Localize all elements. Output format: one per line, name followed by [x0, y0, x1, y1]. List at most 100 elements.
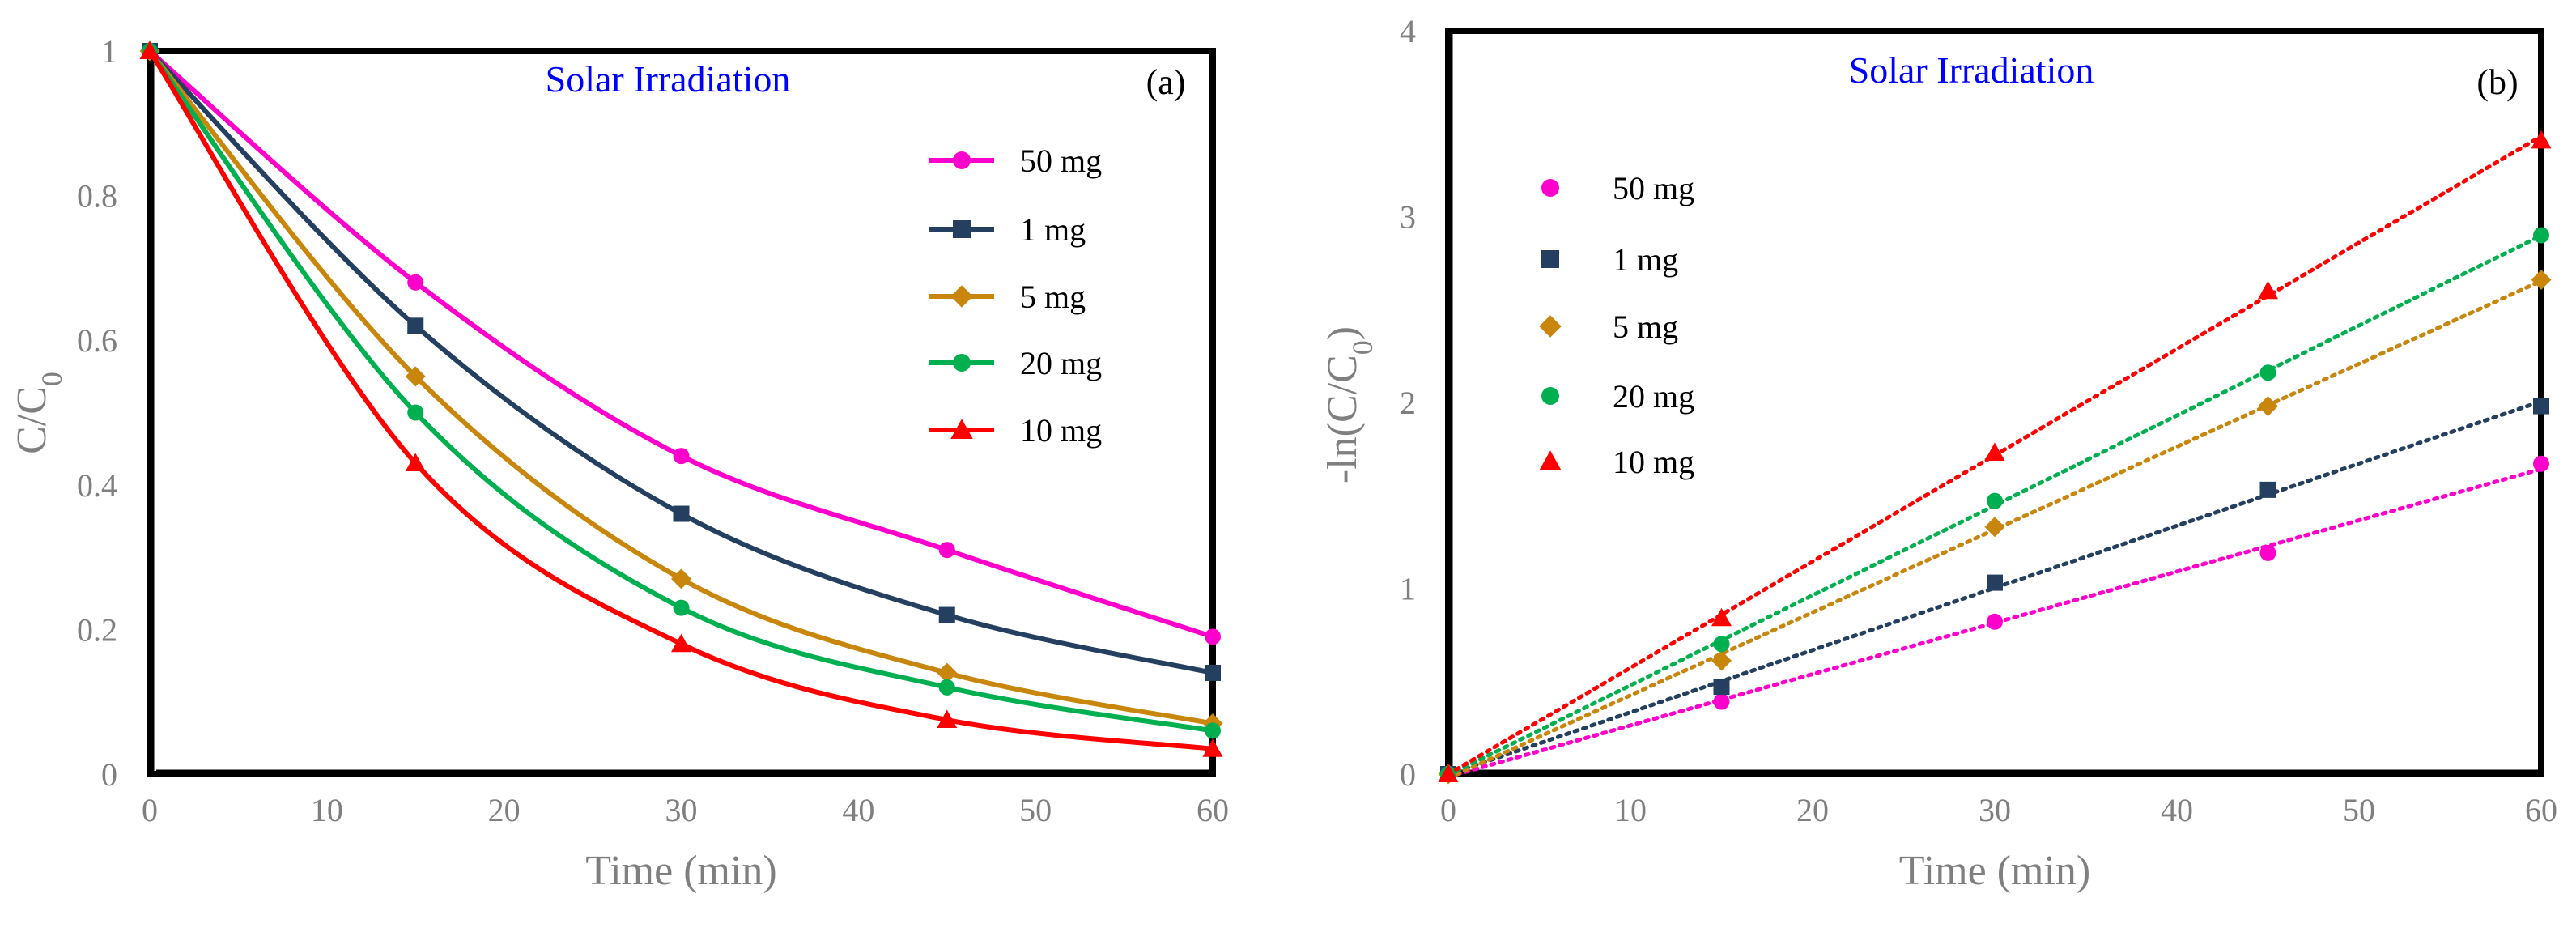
- series-line: [147, 49, 1214, 675]
- data-point: [1205, 628, 1221, 645]
- x-axis-title: Time (min): [1899, 848, 2090, 894]
- legend-item-10-mg: 10 mg: [929, 412, 1102, 449]
- legend-label: 1 mg: [1020, 211, 1086, 248]
- x-tick-label: 20: [488, 792, 521, 828]
- data-point: [938, 606, 955, 623]
- data-point: [407, 317, 424, 334]
- data-point: [2531, 130, 2552, 149]
- data-point: [2259, 364, 2276, 381]
- data-point: [405, 453, 426, 472]
- data-point: [2258, 396, 2278, 417]
- y-tick-label: 2: [1400, 385, 1416, 421]
- panel-b: 0 10 20 30 40 50 60 0 1 2 3 4 Time (min) -ln(C/C0) Sol…: [1320, 13, 2557, 894]
- data-point: [673, 505, 690, 522]
- data-point: [938, 542, 955, 559]
- legend-marker: [953, 220, 971, 238]
- legend-item-1-mg: 1 mg: [929, 211, 1086, 248]
- legend-label: 10 mg: [1020, 412, 1102, 449]
- series-10-mg: [139, 40, 1223, 757]
- data-point: [1713, 636, 1730, 653]
- series-line: [148, 49, 1214, 640]
- y-tick-label: 3: [1400, 199, 1416, 236]
- data-point: [1205, 722, 1221, 739]
- data-point: [1438, 764, 1459, 782]
- data-point: [2531, 270, 2552, 291]
- chart-annotation: Solar Irradiation: [546, 58, 791, 100]
- legend-item-50-mg: 50 mg: [929, 143, 1102, 179]
- legend-item-5-mg: 5 mg: [929, 279, 1086, 315]
- data-point: [1987, 574, 2003, 591]
- x-tick-label: 60: [1197, 792, 1229, 828]
- y-axis-title: C/C0: [9, 372, 68, 454]
- legend-item-1-mg: 1 mg: [1541, 241, 1678, 278]
- data-point: [671, 568, 691, 589]
- y-tick-label: 4: [1400, 13, 1416, 49]
- legend-label: 20 mg: [1020, 345, 1102, 381]
- legend-label: 10 mg: [1613, 444, 1694, 480]
- legend-marker: [1541, 250, 1559, 268]
- legend-marker: [1541, 387, 1559, 405]
- x-tick-label: 10: [1614, 792, 1647, 828]
- legend-marker: [1539, 450, 1562, 470]
- legend-marker: [950, 285, 973, 308]
- legend-label: 20 mg: [1613, 378, 1694, 415]
- data-point: [673, 599, 690, 616]
- data-point: [2259, 544, 2276, 561]
- x-tick-label: 40: [2161, 792, 2193, 828]
- data-point: [1711, 607, 1732, 627]
- data-point: [1713, 679, 1730, 696]
- chart-annotation: Solar Irradiation: [1849, 49, 2094, 91]
- series-5-mg: [1438, 270, 2552, 785]
- data-point: [2533, 227, 2549, 244]
- data-point: [2259, 481, 2276, 498]
- legend-label: 50 mg: [1020, 143, 1102, 179]
- legend-marker: [1541, 179, 1559, 197]
- x-axis-title: Time (min): [585, 848, 776, 894]
- legend-item-5-mg: 5 mg: [1539, 309, 1678, 345]
- series-20-mg: [1440, 227, 2549, 782]
- panel-a: 0 10 20 30 40 50 60 0 0.2 0.4 0.6 0.8 1 Time (min) C/C…: [9, 33, 1229, 894]
- series-1-mg: [142, 43, 1221, 681]
- data-point: [671, 633, 691, 653]
- series-10-mg: [1438, 130, 2552, 782]
- data-point: [673, 448, 690, 465]
- data-point: [1987, 613, 2003, 630]
- legend-label: 5 mg: [1613, 309, 1678, 345]
- y-axis-title: -ln(C/C0): [1320, 326, 1379, 483]
- panel-label: (a): [1146, 62, 1186, 102]
- data-point: [1202, 738, 1223, 757]
- legend-marker: [953, 354, 971, 372]
- y-tick-label: 0.8: [77, 178, 117, 215]
- data-point: [1713, 693, 1730, 710]
- data-point: [2258, 280, 2278, 300]
- x-tick-label: 50: [2343, 792, 2375, 828]
- series-line: [147, 49, 1214, 751]
- legend-marker: [953, 151, 971, 169]
- x-tick-label: 30: [1979, 792, 2011, 828]
- trendline: [1446, 466, 2544, 779]
- data-point: [937, 662, 958, 683]
- legend-item-20-mg: 20 mg: [929, 345, 1102, 381]
- legend-label: 50 mg: [1613, 170, 1694, 206]
- x-tick-label: 0: [1440, 792, 1456, 828]
- x-tick-label: 60: [2525, 792, 2557, 828]
- data-point: [938, 679, 955, 696]
- x-tick-label: 50: [1019, 792, 1052, 828]
- data-point: [1711, 650, 1732, 671]
- x-tick-label: 20: [1796, 792, 1829, 828]
- x-tick-label: 40: [842, 792, 874, 828]
- y-tick-label: 0.2: [77, 611, 117, 648]
- legend-item-20-mg: 20 mg: [1541, 378, 1694, 415]
- y-tick-label: 0: [101, 756, 117, 793]
- x-tick-label: 10: [311, 792, 343, 828]
- series-line: [147, 49, 1214, 726]
- data-point: [1984, 517, 2005, 538]
- legend-marker: [1539, 315, 1562, 338]
- data-point: [1984, 442, 2005, 461]
- data-point: [405, 366, 426, 387]
- data-point: [2533, 455, 2549, 472]
- data-point: [139, 40, 160, 59]
- legend-item-50-mg: 50 mg: [1541, 170, 1694, 206]
